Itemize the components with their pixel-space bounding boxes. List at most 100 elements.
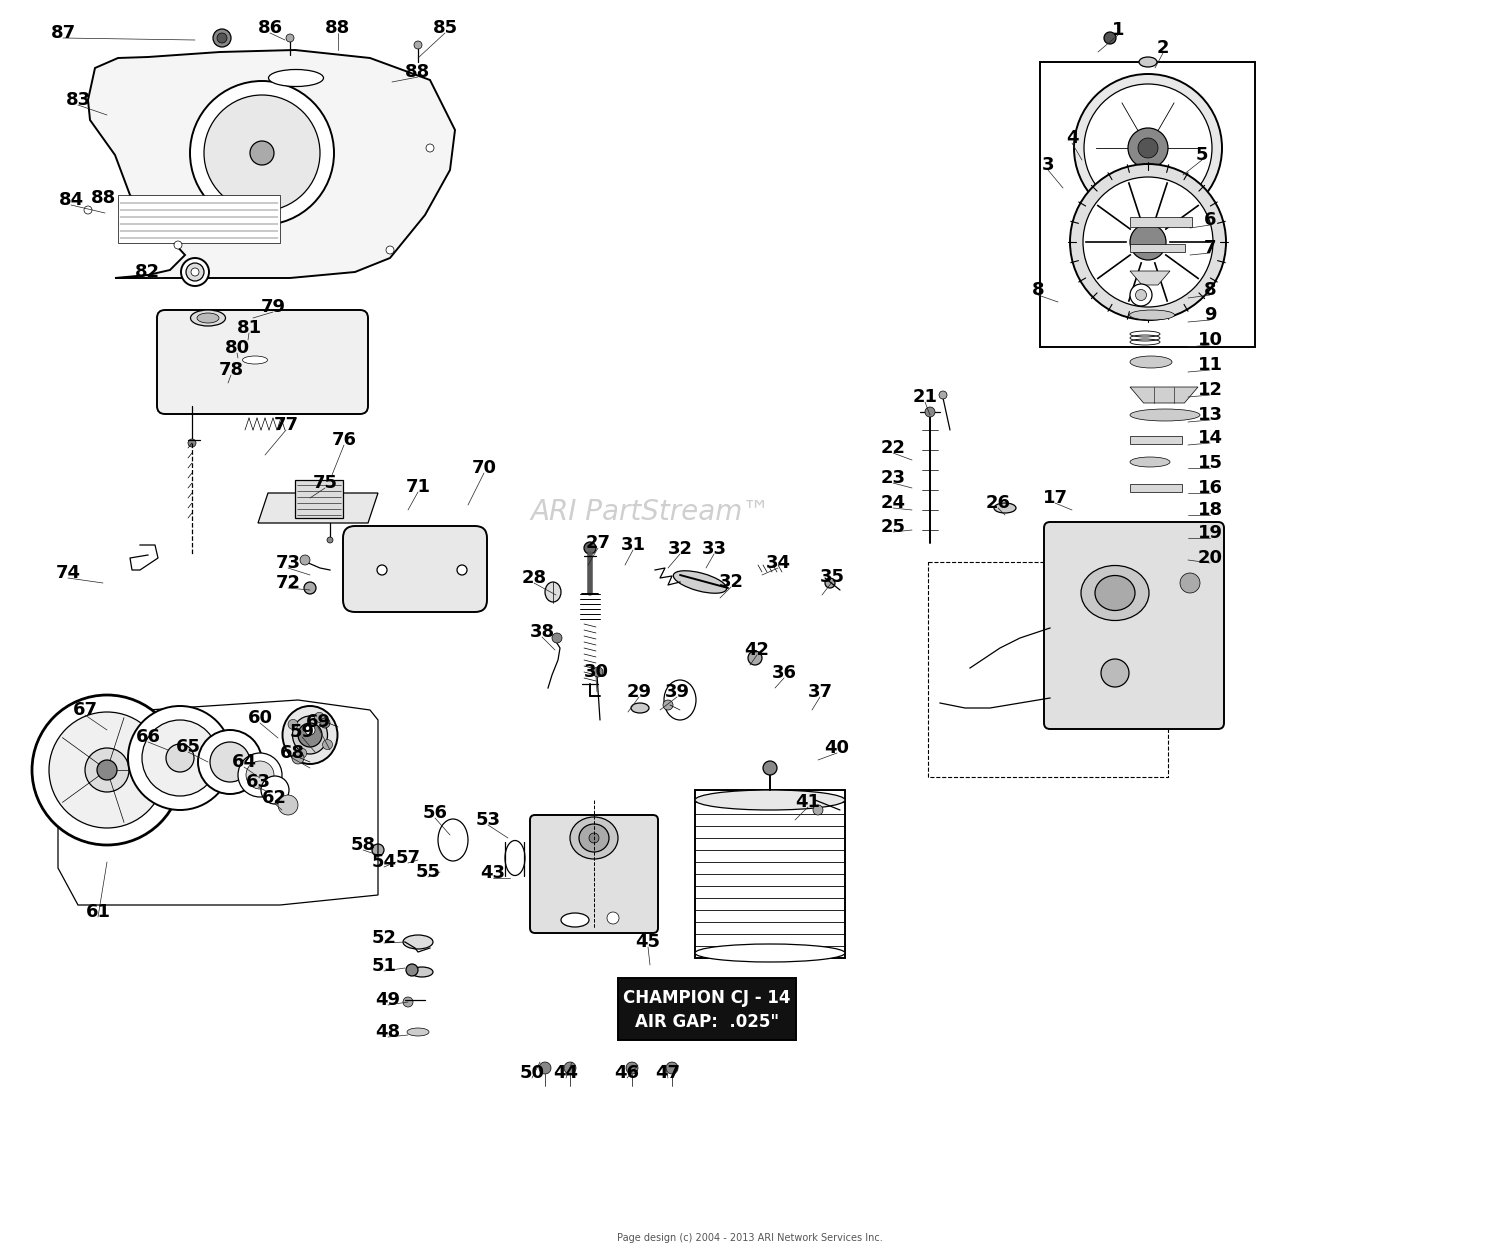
Text: 81: 81	[237, 319, 261, 337]
Text: 3: 3	[1041, 156, 1054, 174]
Circle shape	[188, 439, 196, 447]
Text: 8: 8	[1203, 280, 1216, 299]
Text: 13: 13	[1197, 406, 1222, 424]
Circle shape	[584, 542, 596, 553]
Bar	[1040, 63, 1256, 347]
Ellipse shape	[994, 503, 1016, 513]
Ellipse shape	[1095, 576, 1136, 611]
Ellipse shape	[579, 824, 609, 853]
Text: 78: 78	[219, 361, 243, 379]
Text: Page design (c) 2004 - 2013 ARI Network Services Inc.: Page design (c) 2004 - 2013 ARI Network …	[616, 1233, 884, 1243]
FancyBboxPatch shape	[158, 310, 368, 414]
Polygon shape	[1149, 263, 1167, 300]
Text: 55: 55	[416, 863, 441, 881]
Text: 58: 58	[351, 836, 375, 854]
Circle shape	[320, 717, 330, 727]
Ellipse shape	[438, 819, 468, 861]
Text: 61: 61	[86, 903, 111, 921]
Circle shape	[748, 651, 762, 665]
Text: 70: 70	[471, 459, 496, 477]
Text: 20: 20	[1197, 548, 1222, 567]
Circle shape	[1104, 33, 1116, 44]
Text: 73: 73	[276, 553, 300, 572]
Polygon shape	[258, 493, 378, 523]
Text: 21: 21	[912, 388, 938, 406]
Text: 28: 28	[522, 568, 546, 587]
Text: 51: 51	[372, 957, 396, 975]
Text: 64: 64	[231, 752, 256, 771]
Bar	[1130, 217, 1192, 227]
Text: 2: 2	[1156, 39, 1170, 58]
Ellipse shape	[182, 258, 209, 285]
Text: 39: 39	[664, 684, 690, 701]
Ellipse shape	[590, 833, 598, 843]
Text: 6: 6	[1203, 212, 1216, 229]
Circle shape	[386, 245, 394, 254]
Ellipse shape	[406, 1028, 429, 1035]
Circle shape	[372, 844, 384, 856]
Text: 77: 77	[273, 416, 298, 434]
Text: 15: 15	[1197, 454, 1222, 472]
Text: AIR GAP:  .025": AIR GAP: .025"	[634, 1013, 778, 1030]
Text: 4: 4	[1065, 129, 1078, 146]
Ellipse shape	[1130, 310, 1174, 321]
Circle shape	[210, 742, 251, 782]
FancyBboxPatch shape	[344, 526, 488, 612]
Circle shape	[376, 565, 387, 575]
Text: ARI PartStream™: ARI PartStream™	[530, 498, 770, 526]
Text: 56: 56	[423, 804, 447, 823]
Text: 29: 29	[627, 684, 651, 701]
Ellipse shape	[1074, 74, 1222, 222]
Text: 35: 35	[819, 568, 844, 586]
Text: 19: 19	[1197, 525, 1222, 542]
Circle shape	[666, 1062, 678, 1074]
Text: 41: 41	[795, 793, 820, 811]
Circle shape	[939, 391, 946, 399]
Polygon shape	[1166, 205, 1198, 234]
Circle shape	[213, 29, 231, 48]
Ellipse shape	[404, 935, 433, 949]
Ellipse shape	[282, 706, 338, 764]
Text: 68: 68	[279, 744, 304, 762]
Circle shape	[1180, 573, 1200, 593]
Text: 42: 42	[744, 641, 770, 659]
Text: 38: 38	[530, 623, 555, 641]
Text: 36: 36	[771, 664, 796, 682]
Circle shape	[1138, 138, 1158, 158]
Circle shape	[458, 565, 466, 575]
Text: 30: 30	[584, 664, 609, 681]
Circle shape	[322, 740, 333, 750]
Text: 62: 62	[261, 789, 286, 808]
Circle shape	[825, 578, 836, 588]
Text: 49: 49	[375, 992, 400, 1009]
Polygon shape	[1162, 255, 1198, 284]
Text: 59: 59	[290, 722, 315, 741]
Circle shape	[246, 761, 274, 789]
Circle shape	[166, 744, 194, 772]
Text: 50: 50	[519, 1064, 544, 1082]
Text: 31: 31	[621, 536, 645, 553]
Circle shape	[414, 41, 422, 49]
Circle shape	[251, 141, 274, 165]
Text: 1: 1	[1112, 21, 1125, 39]
Circle shape	[813, 805, 824, 815]
Circle shape	[286, 34, 294, 43]
Circle shape	[174, 240, 182, 249]
Bar	[1130, 436, 1182, 444]
Text: 27: 27	[585, 535, 610, 552]
Ellipse shape	[544, 582, 561, 602]
Text: 26: 26	[986, 495, 1011, 512]
Circle shape	[217, 33, 226, 43]
Text: 86: 86	[258, 19, 282, 38]
Circle shape	[304, 582, 316, 593]
Circle shape	[663, 700, 674, 710]
Circle shape	[32, 695, 182, 845]
Circle shape	[1130, 224, 1166, 260]
Text: 66: 66	[135, 727, 160, 746]
Circle shape	[592, 667, 603, 677]
Text: 7: 7	[1203, 239, 1216, 257]
Circle shape	[315, 712, 324, 722]
Text: 54: 54	[372, 853, 396, 871]
Text: 76: 76	[332, 431, 357, 449]
Polygon shape	[1155, 183, 1178, 223]
